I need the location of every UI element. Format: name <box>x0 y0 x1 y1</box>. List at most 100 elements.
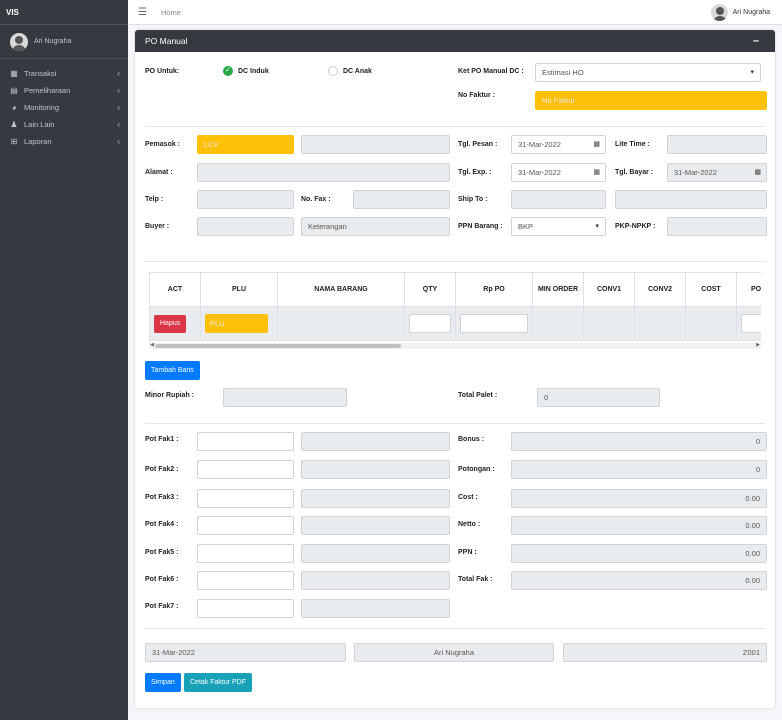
pot-fak4-input[interactable] <box>197 516 294 535</box>
calendar-icon[interactable]: ▦ <box>754 169 761 176</box>
top-user-menu[interactable]: Ari Nugraha <box>710 3 770 21</box>
footer-code-field: Z001 <box>563 643 767 662</box>
user-panel[interactable]: Ari Nugraha <box>0 25 128 59</box>
rp-po-input[interactable] <box>460 314 528 333</box>
sidebar-item-monitoring[interactable]: ◕ Monitoring ‹ <box>0 99 128 116</box>
calendar-icon[interactable]: ▦ <box>593 141 600 148</box>
divider <box>145 628 765 629</box>
person-icon: ♟ <box>10 120 18 129</box>
scroll-right-icon[interactable]: ▶ <box>756 342 760 348</box>
ppn-barang-label: PPN Barang : <box>458 223 503 230</box>
ket-po-label: Ket PO Manual DC : <box>458 68 524 75</box>
cell-rp-po <box>455 306 533 341</box>
ppn-barang-select[interactable]: BKP <box>511 217 606 236</box>
cell-qty <box>404 306 456 341</box>
keterangan-field: Keterangan <box>301 217 450 236</box>
chevron-left-icon: ‹ <box>117 103 120 112</box>
tgl-bayar-label: Tgl. Bayar : <box>615 169 654 176</box>
cell-act: Hapus <box>149 306 201 341</box>
pot-fak2-value <box>301 460 450 479</box>
pot-fak7-input[interactable] <box>197 599 294 618</box>
cell-conv1 <box>583 306 635 341</box>
footer-user-field: Ari Nugraha <box>354 643 554 662</box>
total-fak-field: 0.00 <box>511 571 767 590</box>
cost-label: Cost : <box>458 494 478 501</box>
pie-chart-icon: ◕ <box>11 103 17 112</box>
sidebar-item-laporan[interactable]: ⊞ Laporan ‹ <box>0 133 128 150</box>
tambah-baris-button[interactable]: Tambah Baris <box>145 361 200 380</box>
grid-icon: ▦ <box>10 69 18 78</box>
tgl-pesan-input[interactable]: 31-Mar-2022 ▦ <box>511 135 606 154</box>
ppn-field: 0.00 <box>511 544 767 563</box>
tgl-bayar-field[interactable]: 31-Mar-2022 ▦ <box>667 163 767 182</box>
scroll-thumb[interactable] <box>155 344 401 348</box>
no-faktur-input[interactable]: No Faktur <box>535 91 767 110</box>
collapse-icon[interactable]: – <box>752 35 759 47</box>
sidebar-item-lain-lain[interactable]: ♟ Lain Lain ‹ <box>0 116 128 133</box>
chevron-left-icon: ‹ <box>117 86 120 95</box>
divider <box>145 423 765 424</box>
radio-dc-induk[interactable]: ✓ DC Induk <box>223 66 269 76</box>
tgl-exp-label: Tgl. Exp. : <box>458 169 492 176</box>
user-avatar <box>710 3 728 21</box>
pot-fak2-input[interactable] <box>197 460 294 479</box>
qty-input[interactable] <box>409 314 451 333</box>
brand-logo[interactable]: VIS <box>0 0 128 25</box>
items-table-wrapper[interactable]: ACT PLU NAMA BARANG QTY Rp PO MIN ORDER … <box>149 272 761 348</box>
file-icon: ▤ <box>10 86 18 95</box>
buyer-field <box>197 217 294 236</box>
pot-fak2-label: Pot Fak2 : <box>145 466 179 473</box>
pot-fak6-input[interactable] <box>197 571 294 590</box>
po-input[interactable] <box>741 314 761 333</box>
sidebar-item-label: Lain Lain <box>24 120 55 129</box>
pot-fak1-input[interactable] <box>197 432 294 451</box>
pemasok-input[interactable]: LCV <box>197 135 294 154</box>
pot-fak7-label: Pot Fak7 : <box>145 603 179 610</box>
top-navbar: ☰ Home Ari Nugraha <box>128 0 782 25</box>
fax-field <box>353 190 450 209</box>
pemasok-name-field <box>301 135 450 154</box>
fax-label: No. Fax : <box>301 196 331 203</box>
col-plu: PLU <box>200 272 278 307</box>
ship-to-label: Ship To : <box>458 196 488 203</box>
total-palet-label: Total Palet : <box>458 392 498 399</box>
calendar-icon[interactable]: ▦ <box>593 169 600 176</box>
buyer-label: Buyer : <box>145 223 170 230</box>
tgl-bayar-value: 31-Mar-2022 <box>674 168 717 177</box>
bonus-label: Bonus : <box>458 436 485 443</box>
col-nama-barang: NAMA BARANG <box>277 272 405 307</box>
ship-to-detail-field <box>615 190 767 209</box>
sidebar-item-pemeliharaan[interactable]: ▤ Pemeliharaan ‹ <box>0 82 128 99</box>
radio-dc-anak[interactable]: DC Anak <box>328 66 372 76</box>
sidebar-item-transaksi[interactable]: ▦ Transaksi ‹ <box>0 65 128 82</box>
hapus-button[interactable]: Hapus <box>154 314 187 333</box>
pot-fak7-value <box>301 599 450 618</box>
cetak-faktur-pdf-button[interactable]: Cetak Faktur PDF <box>184 673 253 692</box>
pot-fak4-label: Pot Fak4 : <box>145 521 179 528</box>
top-user-name: Ari Nugraha <box>732 8 770 16</box>
ket-po-select[interactable]: Estimasi HO <box>535 63 761 82</box>
sidebar-item-label: Laporan <box>24 137 52 146</box>
pot-fak3-input[interactable] <box>197 489 294 508</box>
col-rp-po: Rp PO <box>455 272 533 307</box>
hamburger-icon[interactable]: ☰ <box>138 6 147 18</box>
tgl-exp-input[interactable]: 31-Mar-2022 ▦ <box>511 163 606 182</box>
pot-fak5-input[interactable] <box>197 544 294 563</box>
simpan-button[interactable]: Simpan <box>145 673 181 692</box>
divider <box>145 126 765 127</box>
alamat-field <box>197 163 450 182</box>
scroll-left-icon[interactable]: ◀ <box>150 342 154 348</box>
tgl-exp-value: 31-Mar-2022 <box>518 168 561 177</box>
plu-input[interactable]: PLU <box>205 314 268 333</box>
ppn-label: PPN : <box>458 549 477 556</box>
table-scrollbar[interactable]: ◀ ▶ <box>149 342 761 349</box>
bonus-field: 0 <box>511 432 767 451</box>
sidebar-item-label: Transaksi <box>24 69 57 78</box>
ship-to-field <box>511 190 606 209</box>
chevron-left-icon: ‹ <box>117 120 120 129</box>
table-row: Hapus PLU <box>149 306 761 341</box>
pot-fak5-label: Pot Fak5 : <box>145 549 179 556</box>
dc-induk-label: DC Induk <box>238 67 269 75</box>
chevron-left-icon: ‹ <box>117 137 120 146</box>
home-link[interactable]: Home <box>160 7 181 17</box>
